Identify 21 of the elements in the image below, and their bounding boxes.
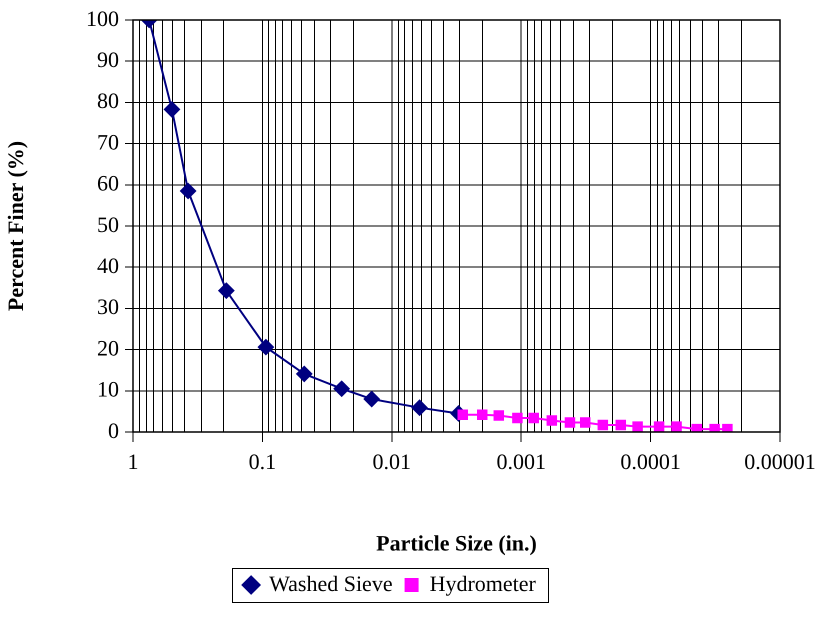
y-tick-label: 60 [97,170,119,196]
y-tick-label: 0 [108,418,119,443]
y-tick-label: 30 [97,294,119,320]
x-tick-label: 0.01 [372,448,412,474]
y-tick-label: 70 [97,129,119,154]
x-axis-title: Particle Size (in.) [376,530,537,556]
y-tick-label: 80 [97,88,119,114]
legend-label: Hydrometer [430,570,537,596]
y-tick-label: 90 [97,46,119,72]
y-tick-label: 100 [86,6,119,31]
x-tick-label: 0.001 [496,448,546,474]
y-tick-label: 20 [97,335,119,360]
y-tick-label: 10 [97,376,119,402]
x-tick-label: 0.00001 [744,448,816,474]
legend-label: Washed Sieve [269,570,393,596]
x-tick-label: 1 [128,448,138,474]
x-tick-label: 0.1 [248,448,276,474]
x-tick-label: 0.0001 [620,448,681,474]
y-tick-label: 40 [97,252,119,278]
y-tick-label: 50 [97,212,119,237]
y-axis-title: Percent Finer (%) [2,140,28,312]
